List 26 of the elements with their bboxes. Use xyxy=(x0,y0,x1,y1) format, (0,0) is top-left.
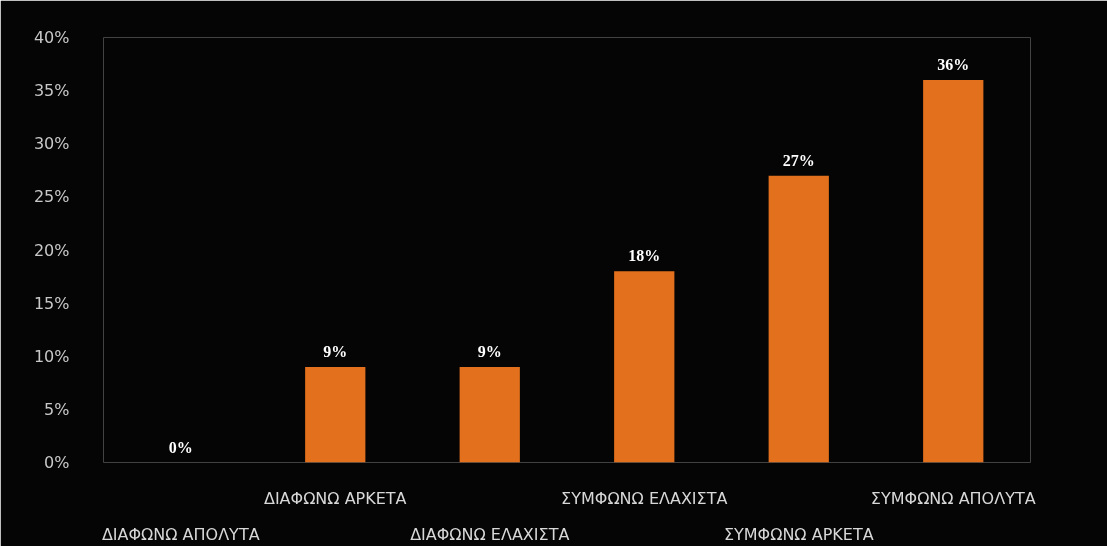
data-label: 36% xyxy=(937,56,970,73)
y-tick-label: 0% xyxy=(44,453,70,472)
x-tick-label: ΣΥΜΦΩΝΩ ΑΡΚΕΤΑ xyxy=(723,524,874,544)
data-label: 9% xyxy=(477,342,502,360)
y-tick-label: 30% xyxy=(33,134,70,154)
y-tick-label: 15% xyxy=(33,293,70,313)
y-tick-label: 35% xyxy=(33,81,70,101)
y-tick-label: 20% xyxy=(33,240,70,260)
bar xyxy=(459,366,520,463)
x-tick-label: ΔΙΑΦΩΝΩ ΕΛΑΧΙΣΤΑ xyxy=(410,524,570,544)
data-label: 18% xyxy=(628,247,661,265)
y-tick-label: 40% xyxy=(33,28,70,47)
y-tick-label: 25% xyxy=(33,187,70,207)
bar xyxy=(305,366,366,463)
x-tick-label: ΔΙΑΦΩΝΩ ΑΠΟΛΥΤΑ xyxy=(101,524,260,544)
x-tick-label: ΣΥΜΦΩΝΩ ΑΠΟΛΥΤΑ xyxy=(870,488,1036,508)
data-label: 0% xyxy=(168,438,193,456)
bar xyxy=(923,80,984,463)
y-tick-label: 5% xyxy=(44,399,70,419)
x-tick-label: ΔΙΑΦΩΝΩ ΑΡΚΕΤΑ xyxy=(263,488,407,508)
y-tick-label: 10% xyxy=(33,346,70,366)
x-tick-label: ΣΥΜΦΩΝΩ ΕΛΑΧΙΣΤΑ xyxy=(561,488,728,508)
data-label: 9% xyxy=(323,342,348,360)
data-label: 27% xyxy=(782,151,815,169)
bar xyxy=(614,271,675,463)
bar xyxy=(768,175,829,463)
